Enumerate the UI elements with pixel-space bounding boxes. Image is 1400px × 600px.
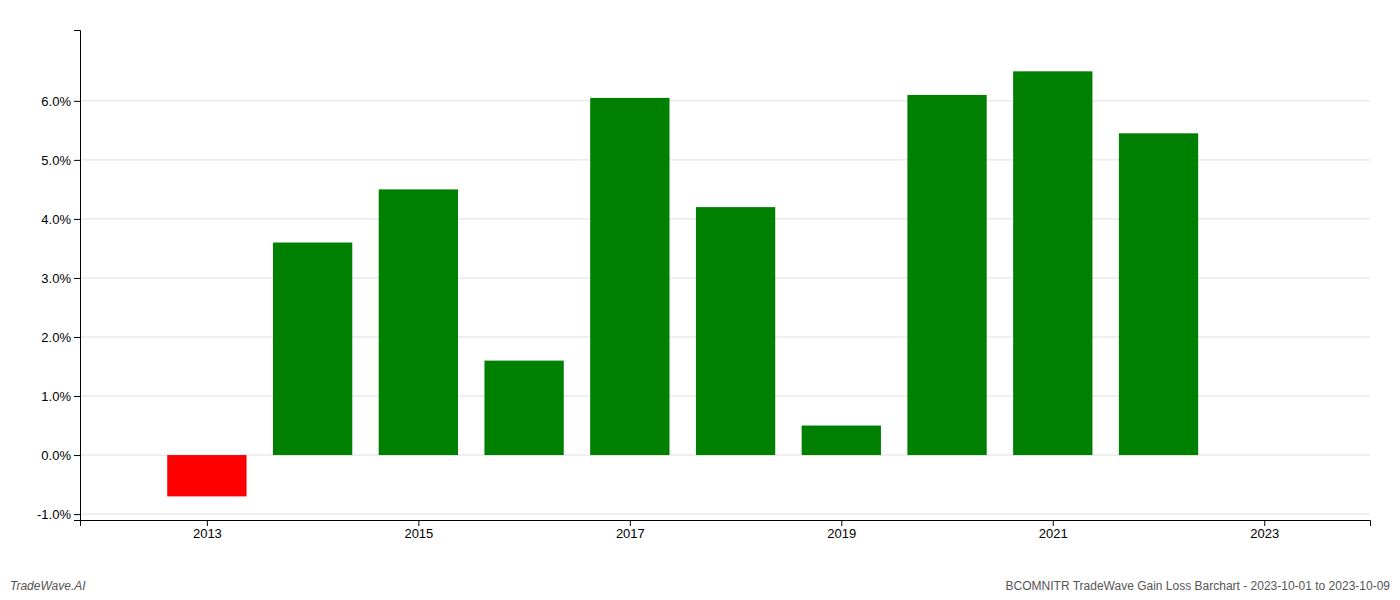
y-tick: 0.0%: [41, 448, 80, 463]
bars: [167, 71, 1198, 496]
x-axis: 2013 2015 2017 2019 2021 2023: [81, 520, 1371, 541]
x-tick: 2017: [616, 520, 645, 541]
y-tick-label: 4.0%: [41, 212, 71, 227]
x-tick-mark: [1264, 520, 1265, 526]
bar: [696, 207, 775, 455]
y-axis-line: [74, 31, 81, 521]
x-tick: 2021: [1039, 520, 1068, 541]
y-tick: 3.0%: [41, 271, 80, 286]
y-tick-mark: [74, 278, 80, 279]
x-tick-label: 2013: [193, 526, 222, 541]
footer-left: TradeWave.AI: [10, 579, 86, 593]
y-tick-label: 3.0%: [41, 271, 71, 286]
bar: [802, 426, 881, 456]
bar: [167, 455, 246, 496]
y-tick: 1.0%: [41, 389, 80, 404]
y-tick-mark: [74, 396, 80, 397]
x-tick-mark: [1053, 520, 1054, 526]
bar: [1119, 133, 1198, 455]
grid: [80, 101, 1370, 514]
y-tick: -1.0%: [37, 507, 80, 522]
x-tick-label: 2019: [827, 526, 856, 541]
x-tick-label: 2015: [404, 526, 433, 541]
x-tick: 2019: [827, 520, 856, 541]
bar: [379, 189, 458, 455]
x-tick-mark: [418, 520, 419, 526]
y-tick-mark: [74, 219, 80, 220]
y-tick-label: 0.0%: [41, 448, 71, 463]
footer-right: BCOMNITR TradeWave Gain Loss Barchart - …: [1006, 579, 1391, 593]
grid-line: [80, 100, 1370, 101]
bar: [273, 243, 352, 456]
y-tick: 5.0%: [41, 153, 80, 168]
y-tick-mark: [74, 337, 80, 338]
x-tick: 2015: [404, 520, 433, 541]
y-tick: 6.0%: [41, 94, 80, 109]
y-tick: 2.0%: [41, 330, 80, 345]
x-tick-mark: [841, 520, 842, 526]
y-tick-label: 6.0%: [41, 94, 71, 109]
x-tick-label: 2017: [616, 526, 645, 541]
x-tick-label: 2023: [1250, 526, 1279, 541]
y-tick-label: 5.0%: [41, 153, 71, 168]
x-tick: 2023: [1250, 520, 1279, 541]
bar: [907, 95, 986, 455]
x-tick-label: 2021: [1039, 526, 1068, 541]
x-tick-mark: [207, 520, 208, 526]
grid-line: [80, 514, 1370, 515]
y-tick-label: 1.0%: [41, 389, 71, 404]
x-tick: 2013: [193, 520, 222, 541]
y-tick-label: 2.0%: [41, 330, 71, 345]
bar: [590, 98, 669, 455]
footer: TradeWave.AI BCOMNITR TradeWave Gain Loss…: [10, 579, 1390, 593]
y-tick-label: -1.0%: [37, 507, 71, 522]
y-tick-mark: [74, 455, 80, 456]
bar: [484, 361, 563, 455]
x-tick-mark: [630, 520, 631, 526]
chart-svg: 2013 2015 2017 2019 2021 2023 -1.0% 0.0% 1.0% 2.0…: [0, 0, 1400, 600]
bar: [1013, 71, 1092, 455]
y-tick-mark: [74, 101, 80, 102]
y-axis: -1.0% 0.0% 1.0% 2.0% 3.0% 4.0% 5.0% 6.0%: [37, 31, 80, 522]
chart-container: 2013 2015 2017 2019 2021 2023 -1.0% 0.0% 1.0% 2.0…: [0, 0, 1400, 600]
y-tick-mark: [74, 160, 80, 161]
y-tick: 4.0%: [41, 212, 80, 227]
x-axis-line: [81, 521, 1371, 527]
y-tick-mark: [74, 514, 80, 515]
